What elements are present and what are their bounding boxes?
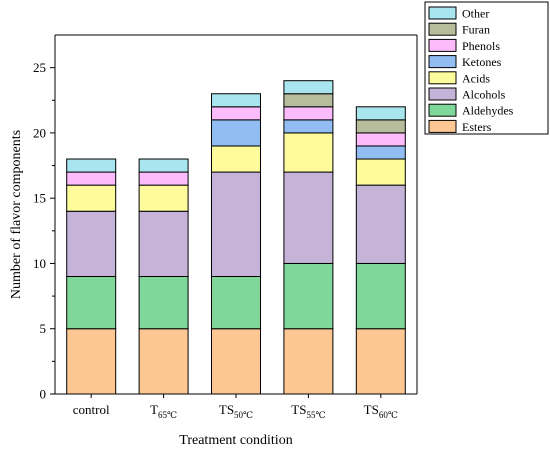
legend-label-other: Other xyxy=(462,7,489,21)
legend-label-alcohols: Alcohols xyxy=(462,88,506,102)
bar-other-3 xyxy=(283,80,334,95)
legend-swatch-alcohols xyxy=(428,87,457,101)
legend-label-furan: Furan xyxy=(462,23,490,37)
bar-other-4 xyxy=(355,106,406,121)
x-tick-label-4: TS60℃ xyxy=(364,402,398,420)
legend-swatch-ketones xyxy=(428,55,457,69)
bar-alcohols-3 xyxy=(283,171,334,264)
bar-acids-3 xyxy=(283,132,334,173)
bar-esters-1 xyxy=(138,328,189,395)
bar-acids-4 xyxy=(355,158,406,186)
x-axis-label: Treatment condition xyxy=(179,433,292,448)
legend-swatch-furan xyxy=(428,22,457,36)
legend-swatch-acids xyxy=(428,71,457,85)
bar-alcohols-0 xyxy=(66,210,117,278)
bar-phenols-4 xyxy=(355,132,406,147)
y-tick-label-5: 25 xyxy=(33,60,46,75)
y-axis-label: Number of flavor components xyxy=(9,130,24,299)
legend-label-esters: Esters xyxy=(462,120,492,134)
legend-swatch-phenols xyxy=(428,38,457,52)
x-tick-label-0: control xyxy=(73,402,110,417)
legend-label-aldehydes: Aldehydes xyxy=(462,104,514,118)
bar-alcohols-4 xyxy=(355,184,406,264)
bar-furan-4 xyxy=(355,119,406,134)
x-tick-label-2: TS50℃ xyxy=(219,402,253,420)
bar-phenols-0 xyxy=(66,171,117,186)
bar-aldehydes-1 xyxy=(138,276,189,330)
legend-label-acids: Acids xyxy=(462,71,490,85)
bar-aldehydes-3 xyxy=(283,262,334,330)
bar-aldehydes-4 xyxy=(355,262,406,330)
bar-acids-0 xyxy=(66,184,117,212)
bar-acids-2 xyxy=(211,145,261,173)
bar-ketones-3 xyxy=(283,119,334,134)
y-tick-label-3: 15 xyxy=(33,191,46,206)
legend-swatch-aldehydes xyxy=(428,103,457,117)
y-tick-label-4: 20 xyxy=(33,125,46,140)
legend-label-phenols: Phenols xyxy=(462,39,500,53)
y-tick-label-0: 0 xyxy=(40,387,47,402)
y-tick-label-1: 5 xyxy=(40,321,47,336)
bar-phenols-1 xyxy=(138,171,189,186)
bar-other-2 xyxy=(211,93,261,108)
bar-phenols-3 xyxy=(283,106,334,121)
bar-alcohols-2 xyxy=(211,171,261,278)
bar-phenols-2 xyxy=(211,106,261,121)
x-tick-label-3: TS55℃ xyxy=(291,402,325,420)
bar-furan-3 xyxy=(283,93,334,108)
y-tick-label-2: 10 xyxy=(33,256,46,271)
bar-aldehydes-2 xyxy=(211,276,261,330)
bar-esters-0 xyxy=(66,328,117,395)
legend-swatch-esters xyxy=(428,119,457,133)
bar-ketones-4 xyxy=(355,145,406,160)
bar-ketones-2 xyxy=(211,119,261,147)
bar-esters-2 xyxy=(211,328,261,395)
bar-alcohols-1 xyxy=(138,210,189,278)
bar-esters-3 xyxy=(283,328,334,395)
legend-swatch-other xyxy=(428,6,457,20)
bar-esters-4 xyxy=(355,328,406,395)
x-tick-label-1: T65℃ xyxy=(150,402,177,420)
bar-acids-1 xyxy=(138,184,189,212)
bar-aldehydes-0 xyxy=(66,276,117,330)
legend-label-ketones: Ketones xyxy=(462,55,502,69)
bar-other-1 xyxy=(138,158,189,173)
bar-other-0 xyxy=(66,158,117,173)
